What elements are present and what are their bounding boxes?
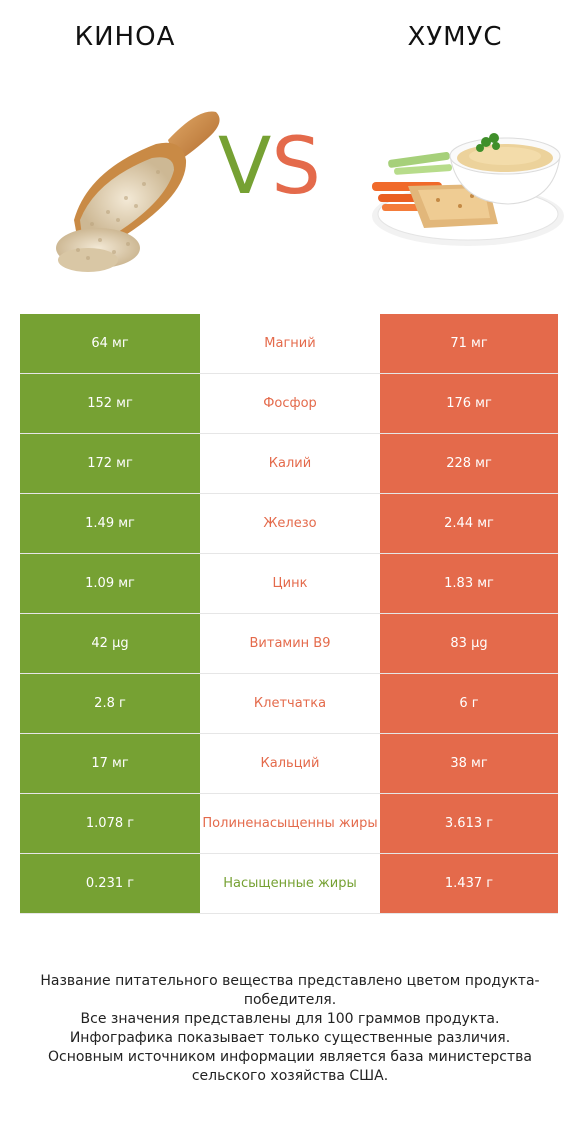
vs-label: VS xyxy=(218,128,321,206)
right-value: 2.44 мг xyxy=(380,493,558,554)
footer-notes: Название питательного вещества представл… xyxy=(20,972,560,1086)
left-value: 1.09 мг xyxy=(20,553,200,614)
left-value: 64 мг xyxy=(20,314,200,374)
left-value: 152 мг xyxy=(20,373,200,434)
nutrient-name: Магний xyxy=(200,314,380,374)
right-value: 71 мг xyxy=(380,314,558,374)
right-value: 38 мг xyxy=(380,733,558,794)
table-row: 2.8 г Клетчатка 6 г xyxy=(20,673,558,734)
table-row: 152 мг Фосфор 176 мг xyxy=(20,373,558,434)
nutrient-name: Калий xyxy=(200,433,380,494)
table-row: 42 µg Витамин B9 83 µg xyxy=(20,613,558,674)
right-value: 3.613 г xyxy=(380,793,558,854)
vs-s: S xyxy=(271,122,321,212)
right-value: 176 мг xyxy=(380,373,558,434)
footer-line: Основным источником информации является … xyxy=(48,1049,532,1084)
left-value: 0.231 г xyxy=(20,853,200,914)
right-value: 1.83 мг xyxy=(380,553,558,614)
nutrient-name: Железо xyxy=(200,493,380,554)
nutrient-name: Фосфор xyxy=(200,373,380,434)
hummus-image xyxy=(372,133,564,246)
right-value: 6 г xyxy=(380,673,558,734)
nutrient-name: Кальций xyxy=(200,733,380,794)
right-food-title: ХУМУС xyxy=(407,22,503,52)
right-value: 1.437 г xyxy=(380,853,558,914)
quinoa-image xyxy=(56,111,220,272)
nutrient-name: Цинк xyxy=(200,553,380,614)
comparison-table: 64 мг Магний 71 мг 152 мг Фосфор 176 мг … xyxy=(20,314,558,914)
left-value: 1.49 мг xyxy=(20,493,200,554)
left-food-title: КИНОА xyxy=(74,22,176,52)
table-row: 64 мг Магний 71 мг xyxy=(20,314,558,374)
table-row: 1.078 г Полиненасыщенны жиры 3.613 г xyxy=(20,793,558,854)
right-value: 83 µg xyxy=(380,613,558,674)
right-value: 228 мг xyxy=(380,433,558,494)
left-value: 42 µg xyxy=(20,613,200,674)
nutrient-name: Витамин B9 xyxy=(200,613,380,674)
table-row: 1.09 мг Цинк 1.83 мг xyxy=(20,553,558,614)
left-value: 172 мг xyxy=(20,433,200,494)
left-value: 2.8 г xyxy=(20,673,200,734)
footer-line: Все значения представлены для 100 граммо… xyxy=(80,1011,500,1027)
table-row: 172 мг Калий 228 мг xyxy=(20,433,558,494)
table-row: 1.49 мг Железо 2.44 мг xyxy=(20,493,558,554)
table-row: 17 мг Кальций 38 мг xyxy=(20,733,558,794)
nutrient-name: Полиненасыщенны жиры xyxy=(200,793,380,854)
nutrient-name: Клетчатка xyxy=(200,673,380,734)
table-row: 0.231 г Насыщенные жиры 1.437 г xyxy=(20,853,558,914)
left-value: 1.078 г xyxy=(20,793,200,854)
left-value: 17 мг xyxy=(20,733,200,794)
nutrient-name: Насыщенные жиры xyxy=(200,853,380,914)
vs-v: V xyxy=(218,122,272,212)
footer-line: Название питательного вещества представл… xyxy=(40,973,540,1008)
footer-line: Инфографика показывает только существенн… xyxy=(69,1030,511,1046)
